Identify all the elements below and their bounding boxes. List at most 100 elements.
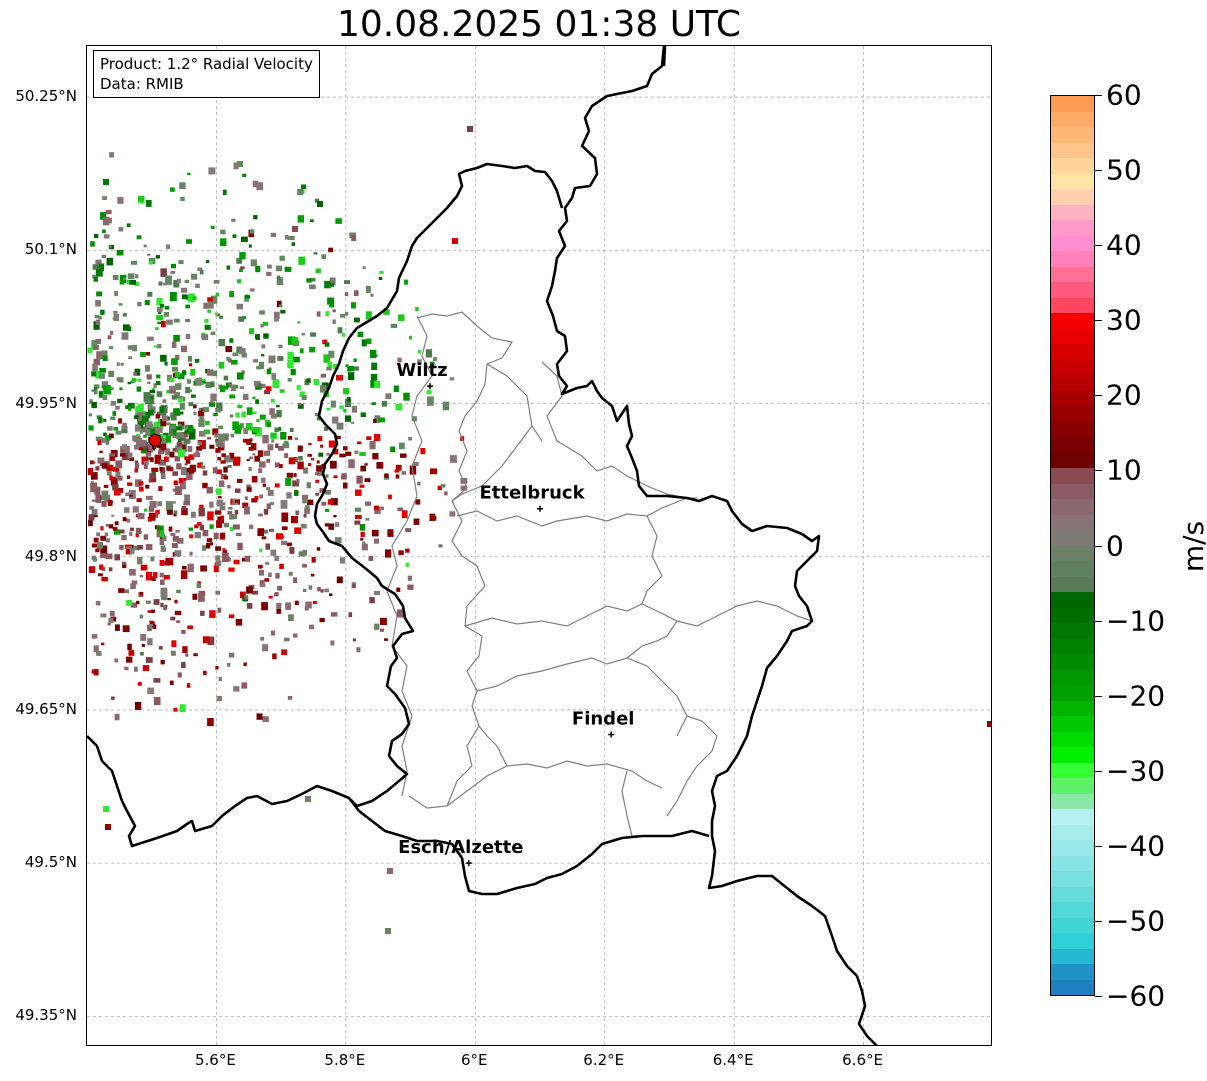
radar-echo-pixel bbox=[216, 402, 223, 412]
radar-echo-pixel bbox=[200, 565, 207, 572]
radar-echo-pixel bbox=[207, 297, 213, 302]
radar-echo-pixel bbox=[228, 614, 235, 619]
radar-echo-pixel bbox=[244, 295, 251, 299]
radar-echo-pixel bbox=[228, 652, 235, 658]
radar-echo-pixel bbox=[136, 600, 140, 605]
radar-echo-pixel bbox=[181, 508, 188, 516]
radar-echo-pixel bbox=[186, 294, 190, 300]
radar-echo-pixel bbox=[200, 382, 204, 386]
radar-echo-pixel bbox=[253, 359, 259, 363]
radar-echo-pixel bbox=[101, 385, 106, 389]
radar-echo-pixel bbox=[215, 440, 223, 447]
radar-echo-pixel bbox=[275, 573, 280, 579]
radar-echo-pixel bbox=[192, 593, 198, 600]
radar-echo-pixel bbox=[360, 538, 364, 541]
radar-echo-pixel bbox=[127, 643, 132, 650]
radar-echo-pixel bbox=[290, 368, 296, 376]
radar-echo-pixel bbox=[172, 488, 176, 492]
radar-echo-pixel bbox=[270, 232, 276, 237]
radar-echo-pixel bbox=[160, 354, 167, 362]
radar-echo-pixel bbox=[160, 268, 167, 277]
radar-echo-pixel bbox=[131, 602, 138, 608]
radar-echo-pixel bbox=[270, 432, 277, 439]
radar-echo-pixel bbox=[102, 216, 110, 226]
radar-echo-pixel bbox=[449, 511, 456, 517]
radar-echo-pixel bbox=[231, 384, 237, 392]
colorbar-segment bbox=[1051, 142, 1094, 158]
radar-echo-pixel bbox=[229, 338, 234, 343]
radar-echo-pixel bbox=[304, 507, 310, 514]
radar-echo-pixel bbox=[300, 348, 304, 354]
radar-echo-pixel bbox=[369, 597, 375, 604]
radar-echo-pixel bbox=[93, 321, 100, 330]
lat-tick-label: 50.25°N bbox=[15, 87, 77, 106]
radar-echo-pixel bbox=[207, 301, 214, 309]
radar-echo-pixel bbox=[312, 601, 317, 604]
radar-map[interactable]: Wiltz Ettelbruck Findel Esch/Alzette bbox=[86, 45, 992, 1046]
radar-echo-pixel bbox=[163, 456, 169, 462]
radar-echo-pixel bbox=[117, 197, 124, 204]
radar-echo-pixel bbox=[319, 385, 327, 393]
radar-echo-pixel bbox=[146, 200, 152, 207]
country-border bbox=[87, 162, 564, 848]
radar-echo-pixel bbox=[97, 457, 105, 464]
radar-echo-pixel bbox=[297, 188, 303, 196]
radar-echo-pixel bbox=[179, 402, 185, 410]
radar-echo-pixel bbox=[101, 350, 108, 357]
radar-echo-pixel bbox=[218, 496, 222, 499]
radar-echo-pixel bbox=[268, 595, 273, 599]
radar-echo-pixel bbox=[176, 589, 181, 594]
radar-echo-pixel bbox=[134, 415, 139, 420]
radar-echo-pixel bbox=[284, 453, 289, 458]
radar-echo-pixel bbox=[149, 621, 155, 625]
radar-echo-pixel bbox=[413, 518, 420, 525]
radar-echo-pixel bbox=[143, 508, 148, 512]
radar-echo-pixel bbox=[233, 456, 241, 466]
radar-echo-pixel bbox=[183, 501, 191, 506]
radar-echo-pixel bbox=[129, 568, 136, 576]
radar-echo-pixel bbox=[357, 331, 364, 338]
radar-echo-pixel bbox=[160, 460, 167, 466]
radar-echo-pixel bbox=[121, 498, 126, 503]
radar-echo-pixel bbox=[302, 498, 307, 504]
radar-echo-pixel bbox=[165, 244, 171, 249]
city-markers: Wiltz Ettelbruck Findel Esch/Alzette bbox=[396, 360, 634, 867]
radar-echo-pixel bbox=[188, 363, 193, 367]
radar-echo-pixel bbox=[258, 361, 265, 370]
radar-echo-pixel bbox=[317, 469, 323, 476]
radar-echo-pixel bbox=[112, 411, 117, 416]
radar-echo-pixel bbox=[239, 252, 246, 260]
radar-echo-pixel bbox=[106, 538, 110, 543]
radar-echo-pixel bbox=[348, 612, 353, 618]
radar-echo-pixel bbox=[365, 311, 372, 320]
city-label: Wiltz bbox=[396, 360, 447, 381]
radar-echo-pixel bbox=[169, 680, 174, 686]
radar-echo-pixel bbox=[276, 608, 282, 614]
radar-echo-pixel bbox=[134, 368, 141, 376]
radar-echo-pixel bbox=[156, 297, 163, 306]
radar-echo-pixel bbox=[113, 310, 118, 314]
colorbar-segment bbox=[1051, 406, 1094, 422]
colorbar-segment bbox=[1051, 437, 1094, 453]
radar-echo-pixel bbox=[157, 321, 162, 325]
radar-echo-pixel bbox=[217, 607, 222, 613]
radar-echo-pixel bbox=[232, 234, 237, 238]
radar-echo-pixel bbox=[239, 591, 246, 599]
radar-echo-pixel bbox=[252, 590, 259, 595]
radar-echo-pixel bbox=[166, 422, 171, 426]
radar-echo-pixel bbox=[353, 290, 359, 296]
radar-echo-pixel bbox=[287, 435, 293, 440]
radar-echo-pixel bbox=[265, 562, 269, 565]
canton-borders bbox=[386, 311, 813, 837]
radar-echo-pixel bbox=[235, 532, 242, 537]
radar-echo-pixel bbox=[210, 225, 215, 229]
radar-echo-pixel bbox=[179, 411, 184, 415]
radar-echo-pixel bbox=[125, 405, 130, 410]
radar-echo-pixel bbox=[191, 296, 197, 301]
radar-echo-pixel bbox=[134, 444, 141, 450]
radar-echo-pixel bbox=[220, 515, 225, 521]
radar-echo-pixel bbox=[305, 505, 310, 510]
radar-echo-pixel bbox=[178, 438, 182, 443]
radar-echo-pixel bbox=[163, 575, 170, 580]
radar-echo-pixel bbox=[249, 456, 254, 459]
